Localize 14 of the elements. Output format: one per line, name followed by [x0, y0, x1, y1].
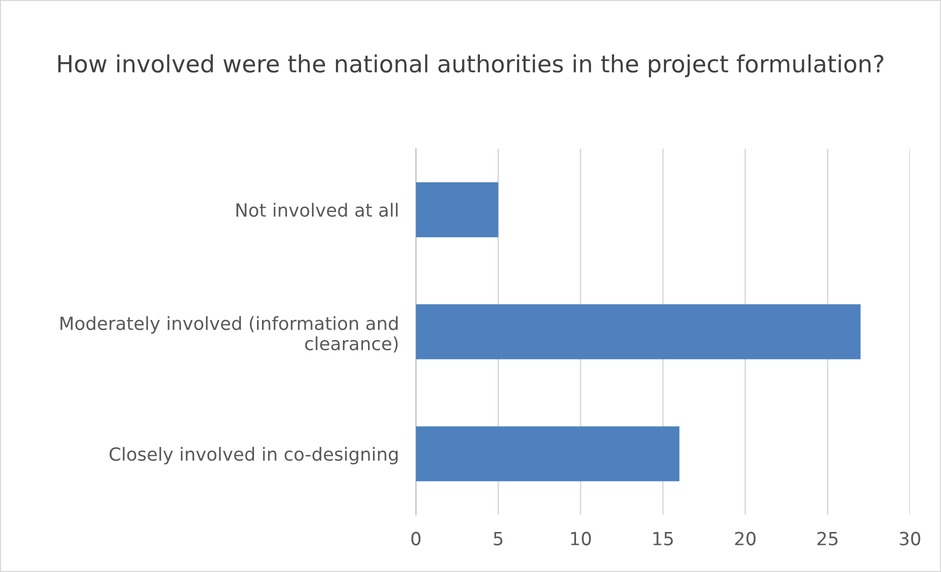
- chart-title: How involved were the national authorities in the project formulation?: [58, 54, 884, 78]
- x-tick-label: 30: [900, 532, 920, 546]
- bar: [416, 182, 498, 238]
- x-tick-label: 25: [817, 532, 838, 546]
- x-tick-label: 20: [735, 532, 756, 546]
- x-tick-label: 10: [571, 532, 591, 546]
- x-tick-label: 0: [411, 532, 420, 546]
- y-tick-label: Moderately involved (information and clearance): [60, 316, 398, 352]
- x-tick-label: 5: [494, 532, 502, 546]
- bar: [416, 304, 861, 360]
- y-tick-label: Not involved at all: [236, 202, 398, 217]
- bar: [416, 426, 680, 482]
- y-tick-label: Closely involved in co-designing: [110, 446, 398, 464]
- x-tick-label: 15: [653, 532, 673, 546]
